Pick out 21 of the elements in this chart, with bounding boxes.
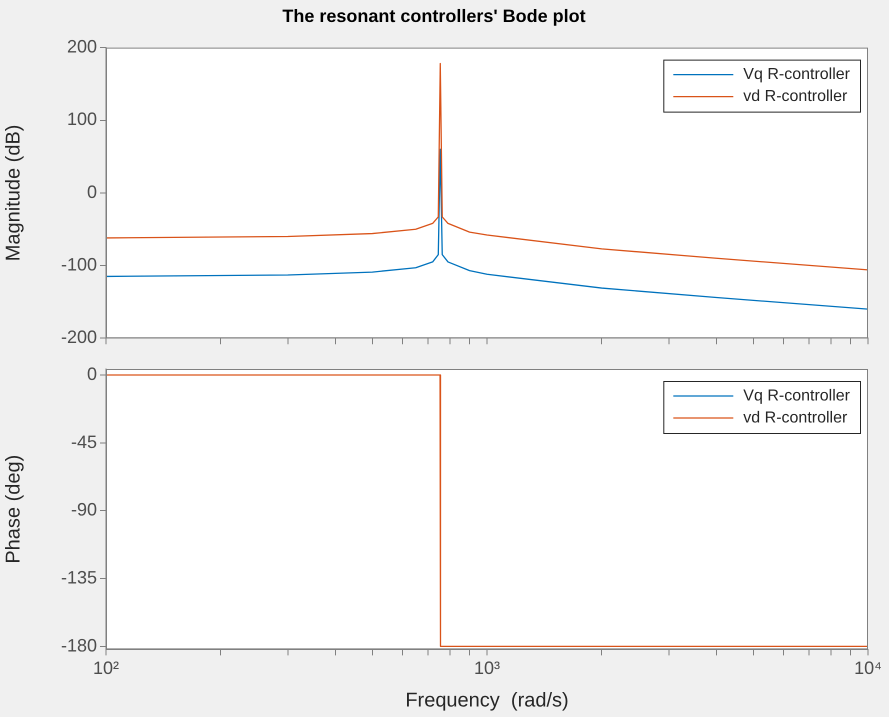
x-tick-label: 10² bbox=[92, 658, 120, 678]
y-tick-label: 100 bbox=[66, 109, 97, 130]
y-axis-title: Magnitude (dB) bbox=[2, 124, 25, 262]
y-tick-label: -180 bbox=[60, 635, 97, 656]
legend-label: vd R-controller bbox=[743, 88, 848, 106]
y-axis-title: Phase (deg) bbox=[2, 454, 25, 564]
y-tick-label: 0 bbox=[86, 364, 97, 384]
y-tick-label: -90 bbox=[70, 500, 97, 520]
x-axis-title: Frequency (rad/s) bbox=[405, 690, 569, 712]
x-tick-label: 10³ bbox=[474, 658, 500, 678]
legend-label: Vq R-controller bbox=[743, 387, 851, 404]
y-tick-label: 0 bbox=[86, 182, 97, 202]
y-tick-label: -135 bbox=[60, 568, 97, 588]
chart-title: The resonant controllers' Bode plot bbox=[282, 6, 586, 26]
legend-label: vd R-controller bbox=[743, 409, 848, 426]
y-tick-label: -100 bbox=[60, 254, 97, 275]
y-tick-label: -45 bbox=[70, 432, 97, 452]
legend-label: Vq R-controller bbox=[743, 66, 851, 84]
y-tick-label: -200 bbox=[60, 327, 97, 348]
x-tick-label: 10⁴ bbox=[854, 658, 882, 678]
y-tick-label: 200 bbox=[66, 36, 97, 57]
